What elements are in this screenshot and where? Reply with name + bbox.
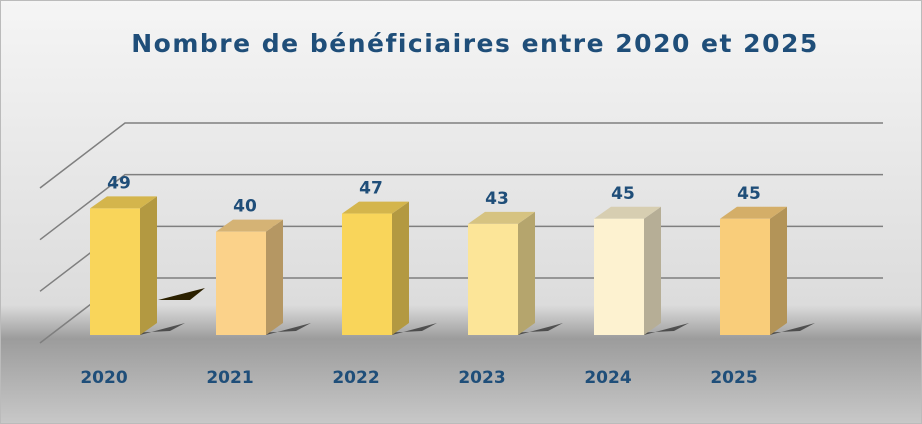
bar-shadow: [720, 323, 815, 335]
x-tick-label: 2020: [80, 368, 127, 388]
grid-line: [39, 122, 883, 189]
data-label: 45: [737, 184, 761, 204]
bar-side: [518, 211, 535, 335]
bar-shadow: [90, 323, 185, 335]
data-label: 43: [485, 189, 509, 209]
bar: [720, 218, 770, 335]
bar-side: [392, 201, 409, 335]
bar: [468, 223, 518, 335]
bar-shadow: [342, 323, 437, 335]
bar-side: [266, 219, 283, 335]
data-label: 47: [359, 179, 383, 199]
bar: [90, 208, 140, 335]
bar-top: [216, 219, 283, 232]
data-label: 40: [233, 197, 257, 217]
chart-title: Nombre de bénéficiaires entre 2020 et 20…: [131, 29, 819, 58]
bar-top: [90, 196, 157, 209]
bar-side: [644, 206, 661, 335]
bar-shadow: [216, 323, 311, 335]
data-label: 49: [107, 173, 131, 193]
shadow-artifact: [158, 288, 205, 300]
bar-shadow: [468, 323, 563, 335]
x-tick-label: 2025: [710, 368, 757, 388]
bar: [216, 231, 266, 335]
bar: [342, 213, 392, 335]
x-tick-label: 2021: [206, 368, 253, 388]
bar-top: [468, 211, 535, 224]
x-tick-label: 2024: [584, 368, 631, 388]
bar-top: [594, 206, 661, 219]
bar-side: [140, 196, 157, 335]
bar-shadow: [594, 323, 689, 335]
data-label: 45: [611, 184, 635, 204]
bar: [594, 218, 644, 335]
x-tick-label: 2023: [458, 368, 505, 388]
grid-line: [39, 173, 883, 241]
bar-side: [770, 206, 787, 335]
bar-top: [342, 201, 409, 214]
x-tick-label: 2022: [332, 368, 379, 388]
bar-top: [720, 206, 787, 219]
